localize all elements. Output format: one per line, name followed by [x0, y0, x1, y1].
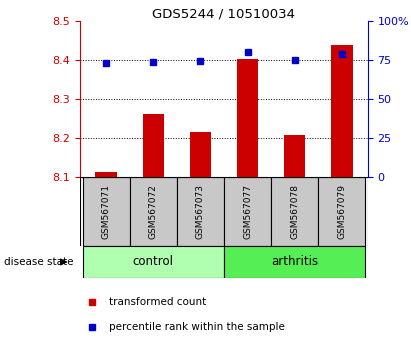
Bar — [190, 132, 211, 177]
Text: transformed count: transformed count — [109, 297, 206, 307]
Text: percentile rank within the sample: percentile rank within the sample — [109, 321, 285, 332]
Bar — [331, 45, 353, 177]
Text: GSM567072: GSM567072 — [149, 184, 158, 239]
Bar — [284, 135, 305, 177]
Bar — [83, 177, 129, 246]
Text: GSM567077: GSM567077 — [243, 184, 252, 239]
Bar — [143, 114, 164, 177]
Bar — [95, 172, 117, 177]
Text: GSM567071: GSM567071 — [102, 184, 111, 239]
Bar — [271, 177, 319, 246]
Bar — [83, 246, 224, 278]
Bar — [319, 177, 365, 246]
Text: GSM567079: GSM567079 — [337, 184, 346, 239]
Text: disease state: disease state — [4, 257, 74, 267]
Bar — [177, 177, 224, 246]
Text: control: control — [133, 256, 174, 268]
Bar — [224, 177, 271, 246]
Text: GSM567078: GSM567078 — [290, 184, 299, 239]
Bar — [224, 246, 365, 278]
Bar — [237, 59, 258, 177]
Title: GDS5244 / 10510034: GDS5244 / 10510034 — [152, 7, 296, 20]
Text: GSM567073: GSM567073 — [196, 184, 205, 239]
Text: arthritis: arthritis — [271, 256, 318, 268]
Bar — [129, 177, 177, 246]
